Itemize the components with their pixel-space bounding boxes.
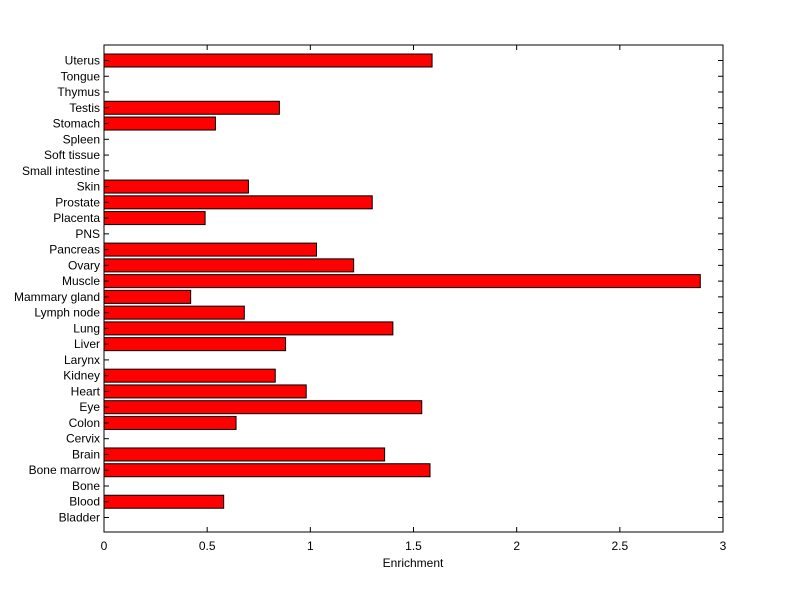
bar-colon [103, 415, 237, 430]
bar-kidney [103, 368, 276, 383]
y-tick-label: Colon [69, 416, 100, 430]
y-tick-label: Testis [69, 101, 100, 115]
y-tick-label: Soft tissue [44, 148, 100, 162]
bar-liver [103, 337, 287, 352]
bar-ovary [103, 258, 355, 273]
x-tick-label: 2.5 [611, 539, 628, 553]
bar-blood [103, 494, 225, 509]
x-tick-label: 1.5 [405, 539, 422, 553]
x-tick-labels: 0 0.5 1 1.5 2 2.5 3 [101, 539, 727, 553]
y-tick-label: Stomach [53, 117, 100, 131]
bar-mammary-gland [103, 289, 192, 304]
y-tick-label: Uterus [65, 54, 100, 68]
bar-brain [103, 447, 386, 462]
bar-placenta [103, 211, 206, 226]
y-tick-label: Lymph node [34, 306, 100, 320]
bar-stomach [103, 116, 216, 131]
y-tick-label: Prostate [55, 195, 100, 209]
y-tick-label: Pancreas [49, 243, 100, 257]
y-tick-label: Bone marrow [29, 463, 101, 477]
bar-prostate [103, 195, 373, 210]
bar-lymph-node [103, 305, 245, 320]
x-tick-label: 0.5 [199, 539, 216, 553]
y-tick-label: Mammary gland [14, 290, 100, 304]
bar-bone-marrow [103, 463, 431, 478]
x-tick-label: 1 [307, 539, 314, 553]
y-tick-label: Eye [79, 400, 100, 414]
y-tick-label: Placenta [53, 211, 100, 225]
y-tick-label: Blood [69, 495, 100, 509]
y-tick-label: Lung [73, 321, 100, 335]
y-tick-label: Bone [72, 479, 100, 493]
y-tick-label: Kidney [63, 369, 100, 383]
y-tick-label: Brain [72, 447, 100, 461]
ticks-group [103, 45, 724, 532]
bar-testis [103, 100, 280, 115]
y-tick-label: Heart [71, 384, 101, 398]
bar-skin [103, 179, 249, 194]
bar-heart [103, 384, 307, 399]
y-tick-label: Larynx [64, 353, 100, 367]
y-tick-label: Liver [74, 337, 100, 351]
x-tick-label: 2 [513, 539, 520, 553]
x-axis-title: Enrichment [383, 556, 444, 570]
y-tick-label: Bladder [59, 511, 100, 525]
bar-uterus [103, 53, 433, 68]
y-tick-label: PNS [75, 227, 100, 241]
bar-pancreas [103, 242, 318, 257]
y-tick-label: Cervix [66, 432, 100, 446]
y-tick-label: Small intestine [22, 164, 100, 178]
y-tick-label: Muscle [62, 274, 100, 288]
y-tick-label: Thymus [57, 85, 100, 99]
y-tick-label: Skin [77, 180, 100, 194]
bar-lung [103, 321, 394, 336]
bar-muscle [103, 274, 701, 289]
y-tick-label: Ovary [68, 258, 100, 272]
y-tick-label: Spleen [63, 132, 100, 146]
x-tick-label: 3 [720, 539, 727, 553]
bar-eye [103, 400, 423, 415]
y-tick-label: Tongue [61, 69, 101, 83]
x-tick-label: 0 [101, 539, 108, 553]
